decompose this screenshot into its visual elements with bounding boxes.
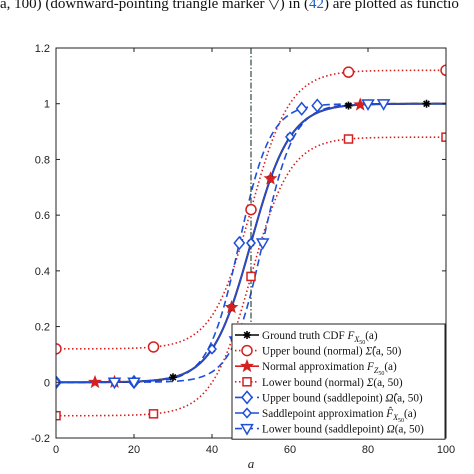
legend-label: Saddlepoint approximation F̂X50(a) — [262, 407, 417, 424]
caption-text: a, 100) (downward-pointing triangle mark… — [0, 0, 309, 12]
y-tick-label: 0.4 — [35, 266, 50, 278]
series-6-point-5 — [376, 99, 391, 111]
legend-swatch-marker — [243, 331, 251, 339]
series-2-point-3 — [263, 171, 278, 185]
y-tick-label: 0.2 — [35, 322, 50, 334]
series-3-point-0 — [56, 410, 61, 421]
series-3-point-1 — [148, 409, 159, 419]
legend-item-0: Ground truth CDF FX50(a) — [235, 330, 378, 346]
series-3-point-4 — [441, 132, 446, 142]
legend-swatch-marker — [241, 407, 253, 419]
legend-item-6: Lower bound (saddlepoint) Ω(a, 50) — [235, 424, 424, 436]
series-6-point-4 — [361, 99, 375, 112]
legend-swatch-marker — [240, 423, 254, 436]
series-5-point-2 — [206, 343, 218, 355]
y-tick-label: 1.2 — [35, 43, 50, 55]
series-1-point-2 — [245, 203, 257, 216]
series-6-point-3 — [255, 238, 270, 250]
series-5-point-3 — [245, 237, 257, 249]
series-1-point-1 — [147, 341, 160, 353]
legend-swatch-marker — [241, 344, 253, 357]
series-0-point-2 — [169, 373, 177, 382]
x-tick-label: 60 — [284, 444, 296, 456]
series-2-point-2 — [224, 300, 239, 314]
y-tick-label: 0 — [44, 377, 50, 389]
series-1-point-3 — [342, 66, 355, 78]
legend-label: Lower bound (normal) Σ(a, 50) — [262, 377, 403, 389]
y-tick-label: 0.6 — [35, 210, 50, 222]
legend-swatch-marker — [242, 377, 252, 387]
legend-item-5: Saddlepoint approximation F̂X50(a) — [235, 407, 417, 424]
legend-label: Upper bound (normal) Σ̂(a, 50) — [262, 346, 402, 358]
x-tick-label: 20 — [128, 444, 140, 456]
legend-label: Ground truth CDF FX50(a) — [262, 330, 378, 346]
series-5-point-4 — [284, 131, 296, 143]
x-axis-label: a — [248, 456, 255, 471]
caption-equation-ref[interactable]: 42 — [308, 0, 324, 12]
series-4-point-3 — [295, 101, 308, 116]
series-3-point-2 — [246, 271, 256, 282]
series-1-point-0 — [56, 343, 62, 355]
x-tick-label: 40 — [206, 444, 218, 456]
figure-caption: a, 100) (downward-pointing triangle mark… — [0, 0, 474, 16]
series-1-point-4 — [440, 64, 446, 77]
legend-item-2: Normal approximation FZ50(a) — [235, 358, 397, 377]
x-tick-label: 80 — [362, 444, 374, 456]
x-tick-label: 100 — [437, 444, 455, 456]
x-tick-label: 0 — [53, 444, 59, 456]
series-6-point-0 — [107, 377, 122, 390]
legend-item-1: Upper bound (normal) Σ̂(a, 50) — [235, 344, 402, 358]
legend: Ground truth CDF FX50(a)Upper bound (nor… — [231, 323, 446, 440]
series-4-point-2 — [233, 235, 246, 251]
legend-label: Normal approximation FZ50(a) — [262, 361, 397, 377]
legend-item-4: Upper bound (saddlepoint) Ω̂(a, 50) — [235, 390, 423, 405]
y-tick-label: 1 — [44, 99, 50, 111]
legend-label: Lower bound (saddlepoint) Ω(a, 50) — [262, 424, 424, 436]
series-0-point-8 — [344, 101, 353, 110]
series-0-point-9 — [422, 99, 431, 108]
series-2-point-0 — [88, 374, 102, 389]
caption-text-end: ) are plotted as functio — [323, 0, 459, 12]
legend-swatch-marker — [240, 358, 254, 373]
legend-label: Upper bound (saddlepoint) Ω̂(a, 50) — [262, 392, 423, 404]
series-4-point-4 — [311, 98, 324, 113]
y-tick-label: 0.8 — [35, 154, 50, 166]
series-6-point-1 — [127, 377, 141, 390]
series-3-point-3 — [343, 134, 354, 144]
legend-swatch-marker — [241, 390, 253, 405]
y-tick-label: -0.2 — [31, 433, 50, 445]
legend-item-3: Lower bound (normal) Σ(a, 50) — [235, 377, 403, 389]
legend-box — [231, 323, 446, 440]
